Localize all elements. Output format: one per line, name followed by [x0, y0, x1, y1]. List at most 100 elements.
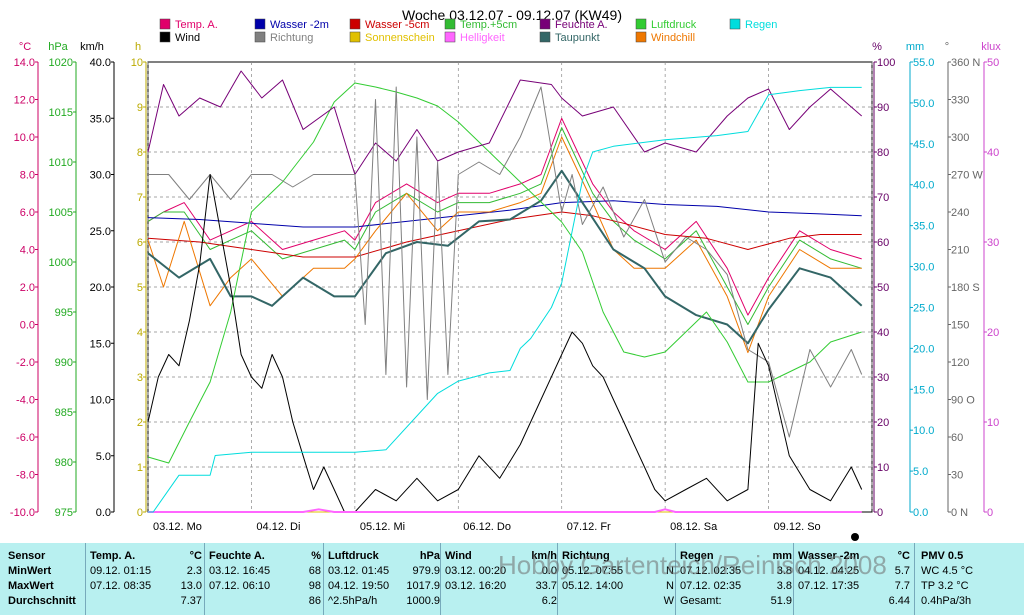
legend-swatch — [729, 18, 741, 30]
pmv-dewpoint: TP 3.2 °C — [921, 580, 969, 592]
legend-item: Temp. A. — [159, 18, 218, 31]
stats-sensor-title: Regen — [680, 550, 714, 562]
legend-label: Taupunkt — [555, 32, 600, 44]
stats-separator — [675, 543, 676, 615]
stats-separator — [85, 543, 86, 615]
axis-tick-label: 20.0 — [913, 343, 934, 355]
stats-avg-value: 7.37 — [180, 595, 202, 607]
stats-min-time: 04.12. 04:25 — [798, 565, 860, 577]
stats-min-value: 979.9 — [412, 565, 440, 577]
row-label-min: MinWert — [8, 565, 52, 577]
series-line-feuchte-a- — [147, 70, 863, 175]
axis-tick-label: 14.0 — [14, 57, 35, 69]
axis-tick-label: 0 — [877, 507, 883, 519]
axis-tick-label: 80 — [877, 147, 889, 159]
chart-title: Woche 03.12.07 - 09.12.07 (KW49) — [402, 7, 622, 23]
axis-tick-label: 10 — [987, 417, 999, 429]
stats-sensor-title: Feuchte A. — [209, 550, 265, 562]
legend-label: Temp.+5cm — [460, 19, 517, 31]
legend-item: Taupunkt — [539, 31, 600, 44]
axis-tick-label: 10.0 — [913, 425, 934, 437]
axis-unit-label: mm — [906, 41, 924, 53]
stats-min-time: 03.12. 16:45 — [209, 565, 271, 577]
left-axis-0: °C -10.0 -8.0 -6.0 -4.0 -2.0 0.0 2.0 4.0 6.0 8.0 10… — [10, 41, 39, 519]
stats-avg-label: ^2.5hPa/h — [328, 595, 378, 607]
stats-max-value: 7.7 — [894, 580, 910, 592]
axis-tick-label: 300 — [951, 132, 969, 144]
stats-sensor-unit: hPa — [419, 550, 440, 562]
x-axis-label: 04.12. Di — [256, 521, 300, 533]
axis-tick-label: 25.0 — [913, 302, 934, 314]
series-line-wind — [147, 174, 863, 513]
axis-tick-label: 985 — [55, 407, 73, 419]
axis-tick-label: 10.0 — [90, 395, 111, 407]
stats-sensor-title: Wind — [445, 550, 472, 562]
stats-min-time: 03.12. 00:20 — [445, 565, 507, 577]
stats-separator — [557, 543, 558, 615]
series-line-helligkeit — [148, 508, 862, 513]
axis-unit-label: % — [872, 41, 882, 53]
axis-unit-label: hPa — [48, 41, 68, 53]
legend-swatch — [159, 31, 171, 43]
legend-swatch — [444, 18, 456, 30]
axis-tick-label: 4 — [137, 327, 143, 339]
axis-tick-label: 0 — [987, 507, 993, 519]
axis-tick-label: -10.0 — [10, 507, 35, 519]
axis-tick-label: 35.0 — [913, 221, 934, 233]
legend-label: Sonnenschein — [365, 32, 435, 44]
legend-label: Luftdruck — [651, 19, 697, 31]
legend-label: Wind — [175, 32, 200, 44]
axis-tick-label: 9 — [137, 102, 143, 114]
axis-tick-label: 150 — [951, 320, 969, 332]
legend-label: Helligkeit — [460, 32, 505, 44]
right-axis-0: % 0 10 20 30 40 50 60 70 80 90 100 — [872, 41, 895, 519]
series-line-taupunkt — [147, 169, 863, 345]
x-axis-label: 09.12. So — [774, 521, 821, 533]
stats-min-value: 2.3 — [186, 565, 202, 577]
axis-tick-label: 20 — [987, 327, 999, 339]
axis-tick-label: 0.0 — [20, 320, 35, 332]
axis-tick-label: 6.0 — [20, 207, 35, 219]
chart-series — [147, 70, 863, 513]
legend-item: Windchill — [635, 31, 695, 44]
legend-label: Temp. A. — [175, 19, 218, 31]
axis-tick-label: 5.0 — [96, 451, 111, 463]
axis-tick-label: 3 — [137, 372, 143, 384]
left-axis-2: km/h 0.0 5.0 10.0 15.0 20.0 25.0 30.0 35.0 40.0 — [80, 41, 115, 519]
axis-tick-label: 30 — [951, 470, 963, 482]
axis-tick-label: 270 W — [951, 170, 983, 182]
axis-tick-label: 990 — [55, 357, 73, 369]
stats-sensor-unit: mm — [772, 550, 792, 562]
legend-swatch — [254, 18, 266, 30]
stats-separator — [793, 543, 794, 615]
axis-tick-label: 1000 — [49, 257, 73, 269]
series-line-luftdruck — [147, 82, 862, 464]
legend-swatch — [635, 31, 647, 43]
axis-tick-label: 1005 — [49, 207, 73, 219]
left-axis-1: hPa 975 980 985 990 995 1000 1005 1010 1015 1020 — [48, 41, 77, 519]
stats-max-time: 07.12. 17:35 — [798, 580, 860, 592]
stats-sensor-unit: °C — [189, 550, 202, 562]
legend-item: Wasser -5cm — [349, 18, 429, 31]
stats-sensor-unit: °C — [897, 550, 910, 562]
stats-max-time: 07.12. 02:35 — [680, 580, 742, 592]
series-line-regen — [148, 86, 862, 513]
axis-tick-label: 1010 — [49, 157, 73, 169]
legend-item: Helligkeit — [444, 31, 505, 44]
row-label-avg: Durchschnitt — [8, 595, 76, 607]
legend-item: Richtung — [254, 31, 313, 44]
axis-tick-label: 50 — [987, 57, 999, 69]
x-axis-labels: 03.12. Mo 04.12. Di 05.12. Mi 06.12. Do 07.1… — [153, 521, 821, 533]
statistics-panel: Sensor MinWert MaxWert Durchschnitt Temp… — [0, 543, 1024, 615]
axis-tick-label: 60 — [877, 237, 889, 249]
legend-swatch — [349, 18, 361, 30]
axis-tick-label: 40.0 — [913, 180, 934, 192]
axis-tick-label: 2.0 — [20, 282, 35, 294]
axis-tick-label: 55.0 — [913, 57, 934, 69]
series-line-wasser-2m — [147, 200, 862, 228]
x-axis-label: 07.12. Fr — [567, 521, 611, 533]
axis-tick-label: 20.0 — [90, 282, 111, 294]
legend-label: Richtung — [270, 32, 313, 44]
axis-tick-label: -2.0 — [16, 357, 35, 369]
